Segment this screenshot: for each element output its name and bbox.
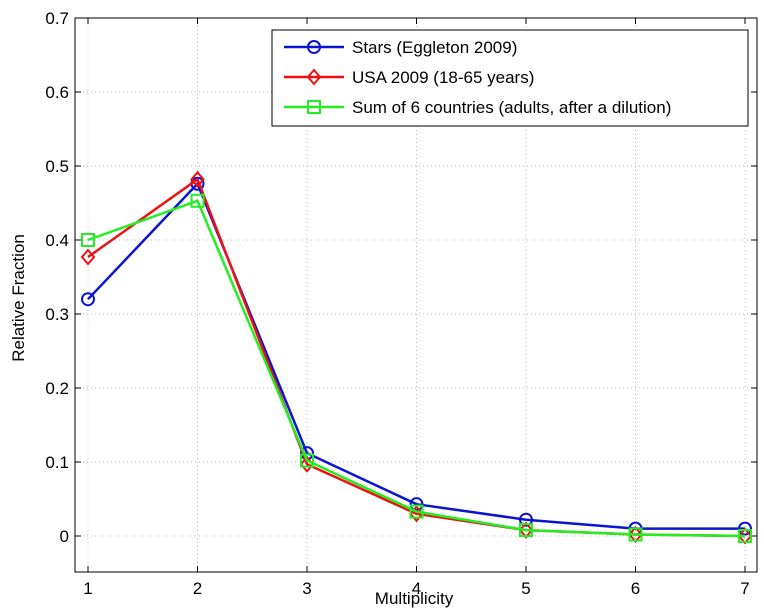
- x-tick-label: 4: [412, 579, 421, 598]
- y-axis-ticks: 0 0.1 0.2 0.3 0.4 0.5 0.6 0.7: [45, 9, 757, 546]
- x-tick-label: 6: [631, 579, 640, 598]
- x-tick-label: 5: [521, 579, 530, 598]
- data-point-square: [519, 523, 533, 538]
- x-tick-label: 1: [83, 579, 92, 598]
- data-point-square: [307, 100, 321, 114]
- series-line: [87, 199, 746, 538]
- legend-label: Stars (Eggleton 2009): [352, 38, 517, 57]
- data-point-diamond: [306, 68, 322, 86]
- data-point-square: [628, 527, 643, 542]
- data-point-diamond: [190, 170, 205, 188]
- x-axis-ticks: 1 2 3 4 5 6 7: [83, 18, 750, 598]
- legend-item: Stars (Eggleton 2009): [284, 38, 517, 57]
- y-tick-label: 0.1: [45, 453, 69, 472]
- data-point-circle: [409, 497, 424, 512]
- y-tick-label: 0.5: [45, 157, 69, 176]
- data-point-circle: [81, 292, 95, 307]
- data-point-square: [190, 193, 205, 208]
- data-point-square: [409, 504, 424, 519]
- y-tick-label: 0.3: [45, 305, 69, 324]
- legend-item: USA 2009 (18-65 years): [284, 68, 534, 87]
- series-lines: [80, 170, 753, 545]
- legend-item: Sum of 6 countries (adults, after a dilu…: [284, 98, 671, 117]
- x-tick-label: 7: [740, 579, 749, 598]
- legend-label: Sum of 6 countries (adults, after a dilu…: [352, 98, 671, 117]
- data-point-diamond: [80, 248, 96, 266]
- data-point-circle: [519, 512, 533, 527]
- data-point-circle: [307, 40, 321, 54]
- data-point-square: [81, 233, 95, 247]
- x-axis-label: Multiplicity: [375, 589, 454, 608]
- y-tick-label: 0.2: [45, 379, 69, 398]
- data-point-square: [738, 529, 752, 543]
- y-tick-label: 0.6: [45, 83, 69, 102]
- legend: Stars (Eggleton 2009) USA 2009 (18-65 yea…: [271, 29, 749, 127]
- y-tick-label: 0.4: [45, 231, 69, 250]
- y-tick-label: 0: [60, 527, 69, 546]
- data-point-square: [300, 453, 314, 468]
- x-tick-label: 3: [302, 579, 311, 598]
- series-3: [81, 193, 752, 543]
- data-point-circle: [738, 521, 752, 536]
- legend-label: USA 2009 (18-65 years): [352, 68, 534, 87]
- legend-box: [271, 29, 749, 127]
- y-axis-label: Relative Fraction: [9, 234, 28, 362]
- x-tick-label: 2: [193, 579, 202, 598]
- y-tick-label: 0.7: [45, 9, 69, 28]
